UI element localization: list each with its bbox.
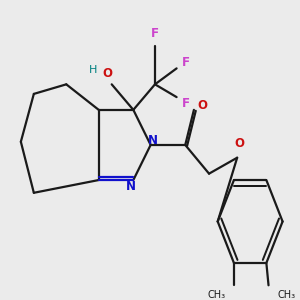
Text: F: F [151, 27, 159, 40]
Text: F: F [182, 56, 190, 68]
Text: CH₃: CH₃ [207, 290, 225, 300]
Text: O: O [102, 67, 112, 80]
Text: N: N [126, 180, 136, 193]
Text: N: N [148, 134, 158, 147]
Text: O: O [198, 99, 208, 112]
Text: H: H [89, 65, 98, 75]
Text: O: O [234, 137, 244, 150]
Text: F: F [182, 97, 190, 110]
Text: CH₃: CH₃ [277, 290, 295, 300]
